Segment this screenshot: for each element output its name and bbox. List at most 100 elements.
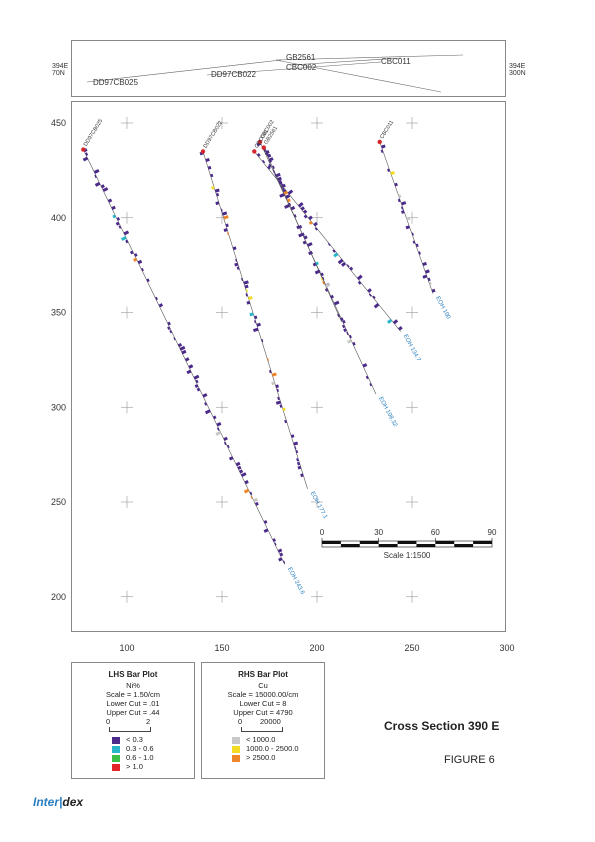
lhs-axis-max: 2 (146, 717, 151, 726)
assay-bar (271, 372, 277, 377)
assay-bar (186, 369, 192, 375)
rhs-axis-min: 0 (238, 717, 243, 726)
assay-bar (268, 369, 272, 374)
assay-bar (184, 357, 190, 362)
assay-bar (346, 264, 350, 268)
rhs-class-row: > 2500.0 (232, 753, 324, 762)
lhs-class-label: 0.3 - 0.6 (126, 744, 154, 753)
rhs-class-row: < 1000.0 (232, 735, 324, 744)
assay-bar (308, 220, 313, 225)
rhs-class-label: < 1000.0 (246, 735, 276, 744)
assay-bar (215, 201, 220, 206)
assay-bar (276, 388, 280, 392)
assay-bar (267, 153, 272, 158)
eoh-label: EOH 108.32 (377, 396, 398, 429)
assay-bar (332, 249, 336, 253)
scale-bar-segment (378, 544, 398, 547)
rhs-legend-title: RHS Bar Plot (238, 670, 288, 679)
assay-bar (303, 235, 308, 240)
assay-bar (279, 552, 284, 557)
x-tick-label: 300 (499, 643, 514, 653)
lhs-class-label: < 0.3 (126, 735, 143, 744)
scale-bar-segment (454, 544, 474, 547)
scale-bar-segment (416, 544, 436, 547)
assay-bar (346, 331, 349, 336)
assay-bar (277, 548, 283, 553)
assay-bar (102, 187, 109, 192)
plan-right-easting: 394E (509, 63, 526, 70)
assay-bar (365, 375, 369, 380)
plan-left-easting: 394E (52, 63, 69, 70)
scale-bar-segment (473, 541, 492, 544)
assay-bar (222, 211, 228, 216)
assay-bar (155, 296, 159, 301)
assay-bar (267, 358, 269, 362)
assay-bar (422, 261, 427, 267)
collar-label: DD97CB022 (203, 120, 224, 149)
assay-bar (392, 319, 399, 325)
assay-bar (268, 157, 274, 162)
plan-view-traces: DD97CB025 DD97CB022 CBC011 CBC002 GB2561 (86, 53, 464, 93)
assay-bar (262, 159, 266, 164)
collar-marker (261, 145, 266, 150)
assay-bar (405, 225, 410, 230)
assay-bar (234, 262, 239, 267)
assay-bar (293, 441, 299, 446)
assay-bar (271, 381, 276, 386)
assay-bar (290, 434, 295, 438)
assay-bar (167, 326, 171, 331)
lhs-legend-scale: Scale = 1.50/cm (106, 690, 160, 699)
assay-bar (352, 341, 356, 346)
scale-bar-tick-label: 60 (431, 528, 440, 537)
assay-bar (225, 223, 229, 228)
scale-bar-segment (359, 541, 379, 544)
assay-bar (315, 261, 319, 266)
assay-bar (346, 339, 352, 344)
rhs-legend-scale: Scale = 15000.00/cm (227, 690, 299, 699)
assay-bar (202, 393, 208, 398)
assay-bar (85, 152, 89, 156)
plan-hole-label-cbc011: CBC011 (381, 57, 411, 66)
assay-bar (295, 449, 299, 454)
lhs-legend: LHS Bar Plot Ni% Scale = 1.50/cm Lower C… (71, 662, 195, 779)
assay-bar (272, 169, 275, 174)
scale-bar-tick-label: 90 (488, 528, 497, 537)
assay-bar (239, 469, 244, 474)
assay-bar (343, 328, 347, 333)
plan-left-northing: 70N (52, 70, 65, 77)
assay-bar (398, 325, 403, 331)
assay-bar (268, 163, 272, 168)
assay-bar (207, 165, 212, 170)
assay-bar (277, 396, 280, 401)
assay-bar (306, 242, 313, 247)
y-tick-label: 250 (51, 497, 66, 507)
assay-bar (373, 303, 380, 309)
scale-bar-segment (435, 541, 455, 544)
rhs-legend-upper: Upper Cut = 4790 (233, 708, 293, 717)
assay-bar (340, 317, 344, 322)
plan-right-label: 394E 300N (509, 63, 526, 77)
assay-bar (431, 288, 436, 293)
assay-bar (337, 258, 344, 265)
assay-bar (380, 149, 384, 153)
logo-text-dex: dex (62, 795, 84, 809)
eoh-label: EOH 243.6 (286, 567, 306, 597)
assay-bar (400, 210, 405, 214)
assay-bar (274, 173, 277, 177)
assay-bar (320, 277, 324, 281)
rhs-swatch (232, 736, 240, 744)
assay-bar (253, 497, 259, 503)
plan-right-northing: 300N (509, 70, 526, 77)
assay-bar (211, 185, 215, 190)
assay-bar (294, 446, 297, 450)
assay-bar (362, 363, 368, 368)
assay-bar (394, 182, 398, 187)
assay-bar (308, 215, 313, 221)
assay-bar (284, 204, 290, 209)
assay-bar (265, 150, 270, 155)
plan-view-panel (71, 40, 506, 97)
assay-bar (387, 168, 391, 172)
assay-bar (94, 182, 101, 187)
assay-bar (278, 179, 283, 184)
assay-bar (282, 560, 286, 564)
